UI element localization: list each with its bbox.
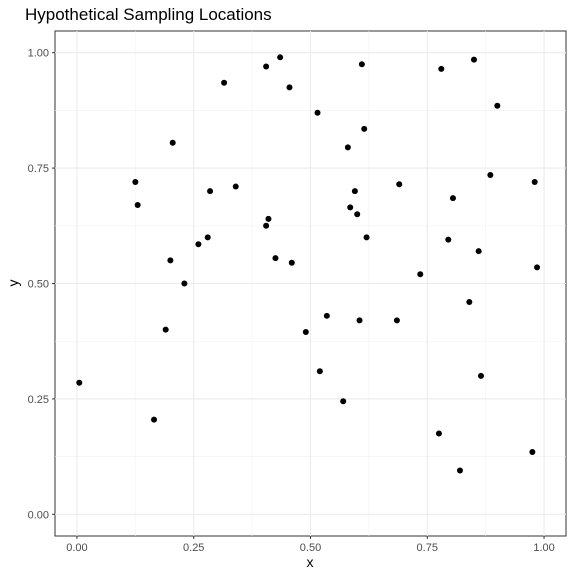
- data-point: [207, 188, 214, 195]
- data-point: [169, 139, 176, 146]
- data-point: [340, 398, 347, 405]
- y-axis-title: y: [5, 280, 21, 287]
- data-point: [435, 430, 442, 437]
- data-point: [232, 183, 239, 190]
- data-point: [167, 257, 174, 264]
- data-point: [134, 202, 141, 209]
- data-point: [204, 234, 211, 241]
- data-point: [265, 215, 272, 222]
- data-point: [417, 271, 424, 278]
- data-point: [531, 178, 538, 185]
- data-point: [534, 264, 541, 271]
- data-point: [393, 317, 400, 324]
- x-tick-label: 0.50: [300, 542, 321, 554]
- data-point: [477, 372, 484, 379]
- data-points: [76, 54, 541, 474]
- data-point: [361, 125, 368, 132]
- data-point: [263, 222, 270, 229]
- data-point: [475, 248, 482, 255]
- data-point: [470, 56, 477, 63]
- data-point: [438, 65, 445, 72]
- data-point: [316, 368, 323, 375]
- y-tick-label: 0.75: [28, 163, 49, 175]
- data-point: [344, 144, 351, 151]
- data-point: [487, 172, 494, 179]
- y-tick-label: 0.25: [28, 394, 49, 406]
- data-point: [314, 109, 321, 116]
- data-point: [272, 255, 279, 262]
- y-tick-label: 1.00: [28, 48, 49, 60]
- data-point: [358, 61, 365, 68]
- data-point: [181, 280, 188, 287]
- y-tick-label: 0.50: [28, 279, 49, 291]
- data-point: [351, 188, 358, 195]
- data-point: [529, 448, 536, 455]
- chart-title: Hypothetical Sampling Locations: [25, 5, 272, 24]
- data-point: [466, 298, 473, 305]
- data-point: [221, 79, 228, 86]
- data-point: [302, 328, 309, 335]
- data-point: [494, 102, 501, 109]
- x-axis-title: x: [307, 554, 314, 570]
- data-point: [76, 379, 83, 386]
- data-point: [195, 241, 202, 248]
- data-point: [263, 63, 270, 70]
- x-tick-label: 0.25: [183, 542, 204, 554]
- data-point: [356, 317, 363, 324]
- data-point: [445, 236, 452, 243]
- data-point: [354, 211, 361, 218]
- data-point: [456, 467, 463, 474]
- x-tick-label: 0.75: [417, 542, 438, 554]
- data-point: [162, 326, 169, 333]
- data-point: [396, 181, 403, 188]
- data-point: [286, 84, 293, 91]
- y-tick-label: 0.00: [28, 509, 49, 521]
- axis-ticks: 0.00 0.25 0.50 0.75 1.00 0.00 0.25 0.50 0.75 1.00: [28, 48, 555, 554]
- data-point: [363, 234, 370, 241]
- data-point: [151, 416, 158, 423]
- x-tick-label: 0.00: [66, 542, 87, 554]
- major-gridlines: [55, 31, 566, 536]
- x-tick-label: 1.00: [533, 542, 554, 554]
- data-point: [277, 54, 284, 61]
- data-point: [132, 178, 139, 185]
- data-point: [323, 312, 330, 319]
- data-point: [449, 195, 456, 202]
- data-point: [288, 259, 295, 266]
- data-point: [347, 204, 354, 211]
